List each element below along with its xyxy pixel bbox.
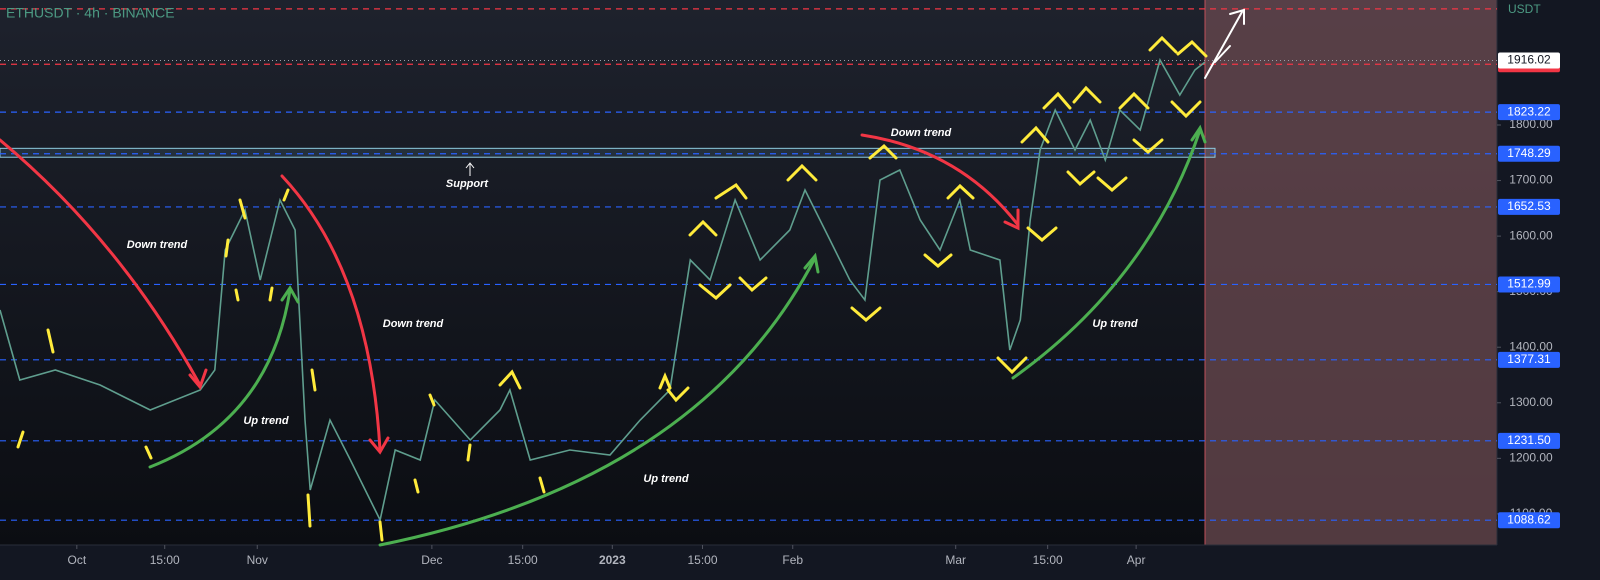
arrow-head — [368, 436, 390, 455]
axes: 1100.001200.001300.001400.001500.001600.… — [67, 52, 1560, 567]
level-label-box — [1498, 104, 1560, 121]
last-price-label: 1916.02 — [1507, 53, 1551, 67]
x-tick-label: 15:00 — [150, 553, 180, 567]
projection-arrow — [1204, 8, 1245, 79]
annotation: Support — [446, 178, 489, 190]
level-label: 1512.99 — [1507, 277, 1551, 291]
annotation: Up trend — [243, 415, 289, 427]
level-label-box — [1498, 198, 1560, 215]
x-tick-label: 15:00 — [1033, 553, 1063, 567]
level-label-box — [1498, 512, 1560, 529]
x-tick-label: Nov — [247, 553, 268, 567]
level-label: 1823.22 — [1507, 104, 1551, 118]
arrow-head — [188, 368, 208, 390]
price-line — [0, 57, 1206, 523]
up-trend-arrow — [378, 256, 817, 547]
x-tick-label: Feb — [782, 553, 803, 567]
annotation: Down trend — [891, 127, 952, 139]
x-tick-label: Dec — [421, 553, 442, 567]
y-tick-label: 1400.00 — [1509, 339, 1553, 353]
level-label: 1088.62 — [1507, 512, 1551, 526]
y-tick-label: 1300.00 — [1509, 395, 1553, 409]
swing-marker — [16, 188, 546, 542]
up-trend-arrow — [148, 288, 292, 469]
down-trend-arrow — [280, 174, 382, 452]
x-tick-label: Apr — [1127, 553, 1146, 567]
arrow-head — [280, 285, 300, 304]
annotation: Up trend — [1092, 318, 1138, 330]
x-tick-label: 15:00 — [508, 553, 538, 567]
arrow-head — [1003, 208, 1020, 231]
level-label-box — [1498, 276, 1560, 293]
level-label-box — [1498, 432, 1560, 449]
down-trend-arrow — [0, 138, 202, 387]
time-axis — [0, 545, 1497, 580]
level-label-box — [1498, 145, 1560, 162]
currency-label: USDT — [1508, 2, 1541, 16]
drawings — [0, 8, 1245, 547]
x-tick-label: Mar — [945, 553, 966, 567]
level-label: 1231.50 — [1507, 433, 1551, 447]
x-tick-label: Oct — [67, 553, 86, 567]
arrow-head — [1190, 124, 1207, 144]
support-zone — [0, 147, 1216, 158]
forecast-zone — [1205, 0, 1497, 545]
annotation: Up trend — [643, 473, 689, 485]
y-tick-label: 1800.00 — [1509, 117, 1553, 131]
projection-arrow — [1214, 45, 1231, 63]
up-trend-arrow — [1011, 128, 1202, 380]
y-tick-label: 1700.00 — [1509, 173, 1553, 187]
y-tick-label: 1600.00 — [1509, 228, 1553, 242]
x-tick-label: 15:00 — [688, 553, 718, 567]
x-tick-label: 2023 — [599, 553, 626, 567]
y-tick-label: 1200.00 — [1509, 451, 1553, 465]
annotation: Down trend — [127, 239, 188, 251]
level-label: 1748.29 — [1507, 146, 1551, 160]
level-label: 1377.31 — [1507, 352, 1551, 366]
annotation: Down trend — [383, 318, 444, 330]
level-label: 1652.53 — [1507, 199, 1551, 213]
swing-marker — [658, 35, 1208, 403]
down-trend-arrow — [860, 133, 1020, 227]
series — [0, 57, 1206, 523]
symbol-title: ETHUSDT · 4h · BINANCE — [6, 5, 175, 21]
support-arrow — [465, 162, 475, 169]
arrow-head — [803, 252, 820, 274]
last-price-box — [1498, 52, 1560, 69]
level-label-box — [1498, 351, 1560, 368]
